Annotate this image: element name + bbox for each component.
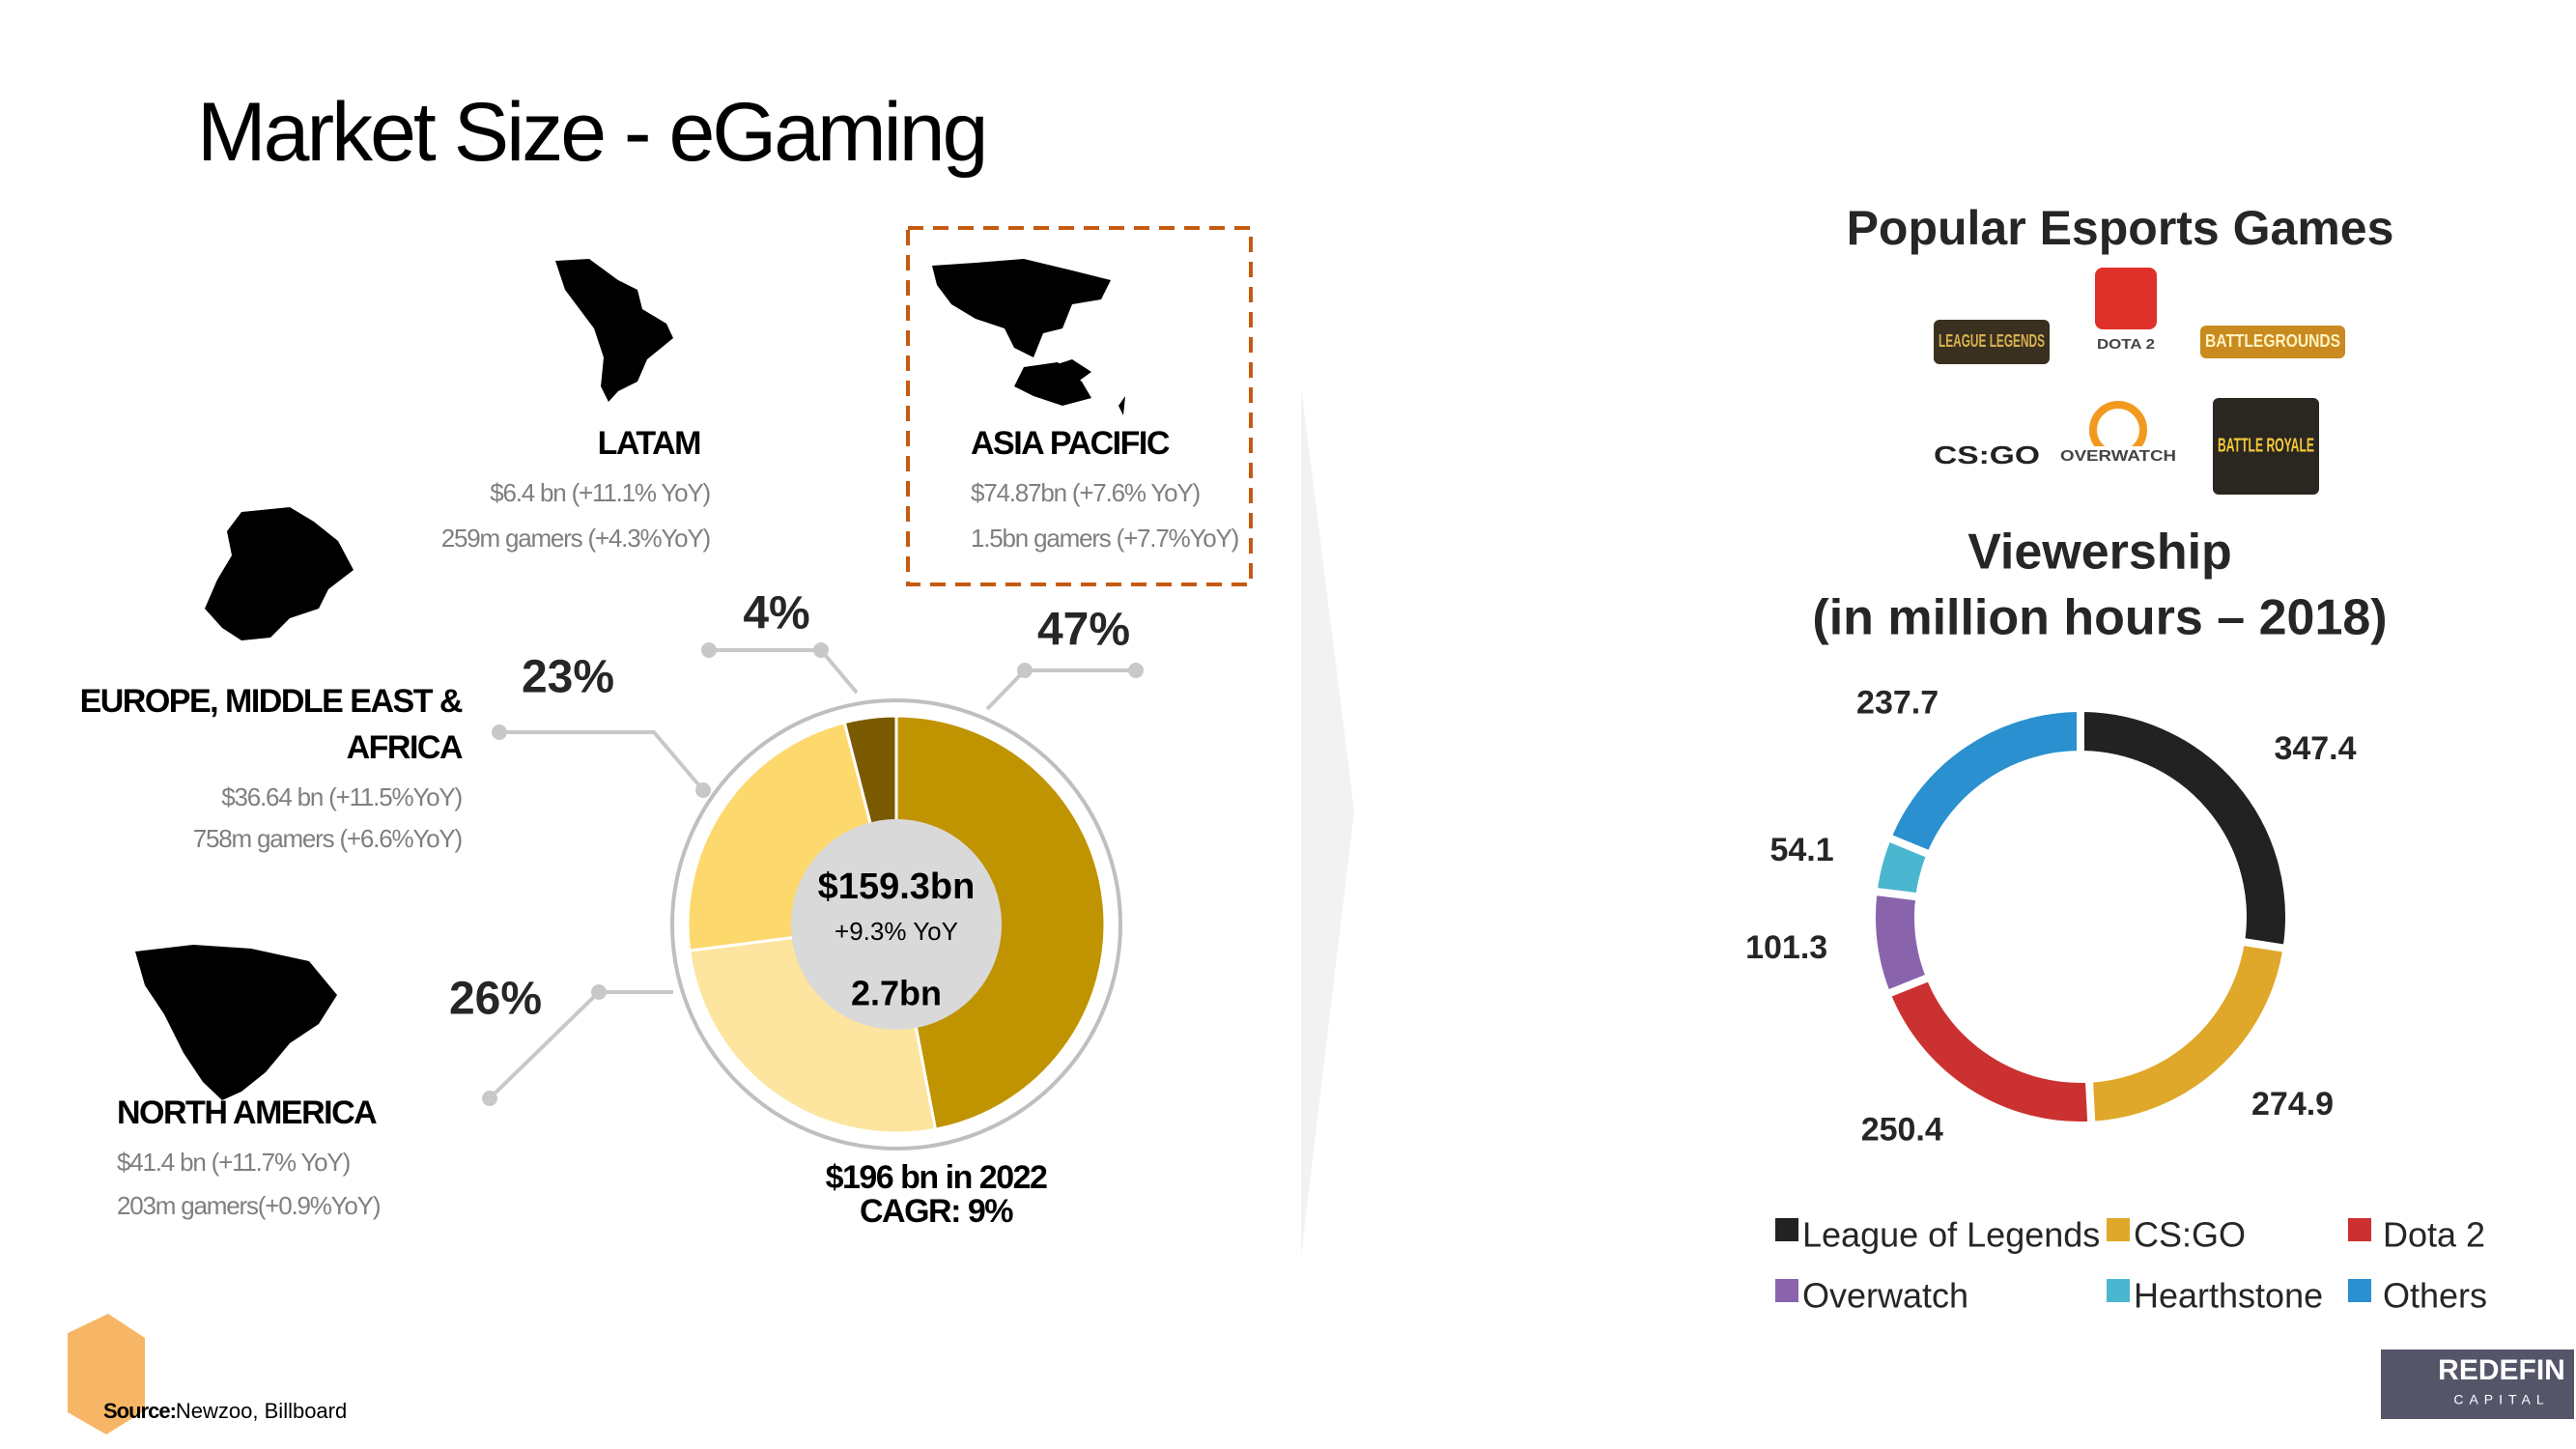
leader-dot <box>813 642 829 658</box>
map-latam <box>555 259 673 402</box>
data-label: 23% <box>522 652 614 703</box>
legend-swatch <box>2348 1218 2371 1241</box>
separator <box>1301 386 1354 1256</box>
donut-segment <box>1868 887 1936 1000</box>
source: Source:Newzoo, Billboard <box>103 1399 347 1423</box>
data-label: 54.1 <box>1769 832 1833 868</box>
game-logo: BATTLEGROUNDS <box>2205 331 2340 351</box>
leader-dot <box>492 724 507 740</box>
region-name: NORTH AMERICA <box>117 1094 378 1131</box>
leader-line <box>985 668 1136 711</box>
center-total: $159.3bn <box>818 867 976 907</box>
center-gamers: 2.7bn <box>851 974 942 1013</box>
kg-logo <box>68 1314 145 1435</box>
legend-label: Hearthstone <box>2134 1276 2323 1316</box>
logo-bg <box>1929 440 2045 474</box>
region-asia: ASIA PACIFIC $74.87bn (+7.6% YoY) 1.5bn … <box>971 425 1239 554</box>
data-label: 274.9 <box>2251 1086 2334 1122</box>
leader-lines <box>482 642 1144 1106</box>
data-label: 347.4 <box>2274 730 2356 767</box>
logo-bg <box>2055 446 2181 468</box>
map-north-america <box>135 945 337 1100</box>
region-name: LATAM <box>597 425 702 462</box>
region-latam: LATAM $6.4 bn (+11.1% YoY) 259m gamers (… <box>324 425 712 554</box>
game-logo: CS:GO <box>1934 440 2040 469</box>
logo-bg <box>2092 335 2160 355</box>
games-title: Popular Esports Games <box>1847 201 2394 255</box>
region-revenue: $74.87bn (+7.6% YoY) <box>971 478 1201 507</box>
logo-bg <box>2213 398 2319 495</box>
leader-dot <box>1128 663 1144 678</box>
logo-bg <box>1934 320 2050 364</box>
pie-outline <box>670 698 1122 1151</box>
region-gamers: 758m gamers (+6.6%YoY) <box>192 824 464 853</box>
leader-line <box>499 730 705 792</box>
game-logo: BATTLE ROYALE <box>2218 435 2314 456</box>
region-na: NORTH AMERICA $41.4 bn (+11.7% YoY) 203m… <box>117 1094 381 1221</box>
map-emea <box>205 507 354 640</box>
cagr: CAGR: 9% <box>860 1193 1013 1230</box>
pie-center <box>791 819 1002 1030</box>
donut-segment <box>1882 703 2084 861</box>
game-logo: DOTA 2 <box>2097 336 2155 353</box>
region-name: EUROPE, MIDDLE EAST & AFRICA <box>79 683 464 766</box>
brand-box <box>2381 1350 2574 1419</box>
data-label: 101.3 <box>1745 929 1827 966</box>
legend-label: CS:GO <box>2134 1215 2246 1255</box>
donut-segment <box>2077 703 2293 953</box>
leader-dot <box>1017 663 1033 678</box>
leader-line <box>709 648 859 695</box>
leader-dot <box>591 984 607 1000</box>
leader-dot <box>701 642 717 658</box>
data-label: 26% <box>449 974 542 1025</box>
data-label: 4% <box>743 588 809 639</box>
data-label: 47% <box>1037 605 1130 656</box>
game-logo: LEAGUE LEGENDS <box>1939 331 2045 351</box>
legend-swatch <box>1775 1279 1798 1302</box>
forecast: $196 bn in 2022 <box>826 1159 1047 1196</box>
region-gamers: 259m gamers (+4.3%YoY) <box>440 524 712 553</box>
brand-sub: CAPITAL <box>2453 1392 2549 1407</box>
leader-dot <box>695 782 711 798</box>
data-label: 250.4 <box>1861 1111 1943 1148</box>
legend-swatch <box>2348 1279 2371 1302</box>
region-gamers: 203m gamers(+0.9%YoY) <box>117 1191 381 1220</box>
legend-label: Dota 2 <box>2383 1215 2485 1255</box>
region-gamers: 1.5bn gamers (+7.7%YoY) <box>971 524 1239 553</box>
region-revenue: $6.4 bn (+11.1% YoY) <box>490 478 711 507</box>
region-name: ASIA PACIFIC <box>971 425 1170 462</box>
leader-dot <box>482 1091 497 1106</box>
logo-bg <box>2200 326 2345 358</box>
highlight-box <box>906 226 1253 586</box>
legend-swatch <box>1775 1218 1798 1241</box>
region-revenue: $36.64 bn (+11.5%YoY) <box>221 782 463 811</box>
legend-swatch <box>2107 1279 2130 1302</box>
chart-title: (in million hours – 2018) <box>1812 590 2387 646</box>
legend-label: Others <box>2383 1276 2487 1316</box>
legend-label: League of Legends <box>1802 1215 2100 1255</box>
region-revenue: $41.4 bn (+11.7% YoY) <box>117 1148 351 1177</box>
brand: REDEFIN <box>2438 1354 2565 1386</box>
map-asia-pacific <box>932 259 1111 406</box>
legend-label: Overwatch <box>1802 1276 1968 1316</box>
slide-title: Market Size - eGaming <box>197 86 988 179</box>
map-nz <box>1118 396 1125 415</box>
data-label: 237.7 <box>1856 685 1939 722</box>
chart-title: Viewership <box>1967 525 2232 581</box>
center-growth: +9.3% YoY <box>835 917 958 946</box>
region-emea: EUROPE, MIDDLE EAST & AFRICA $36.64 bn (… <box>17 678 464 854</box>
legend-swatch <box>2107 1218 2130 1241</box>
donut-segment <box>1882 972 2096 1129</box>
logo-icon <box>2095 268 2157 329</box>
viewership-donut <box>1868 703 2293 1129</box>
game-logo: OVERWATCH <box>2060 448 2176 465</box>
